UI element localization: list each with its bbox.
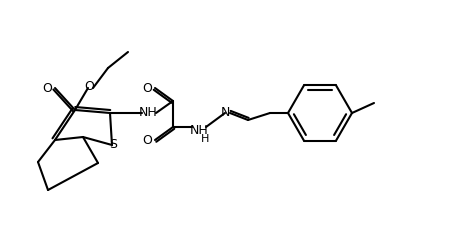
Text: O: O bbox=[42, 81, 52, 95]
Text: N: N bbox=[220, 106, 230, 120]
Text: NH: NH bbox=[189, 124, 208, 136]
Text: O: O bbox=[142, 134, 152, 146]
Text: NH: NH bbox=[139, 106, 157, 120]
Text: S: S bbox=[109, 139, 117, 151]
Text: H: H bbox=[201, 134, 209, 144]
Text: O: O bbox=[84, 80, 94, 92]
Text: O: O bbox=[142, 81, 152, 95]
